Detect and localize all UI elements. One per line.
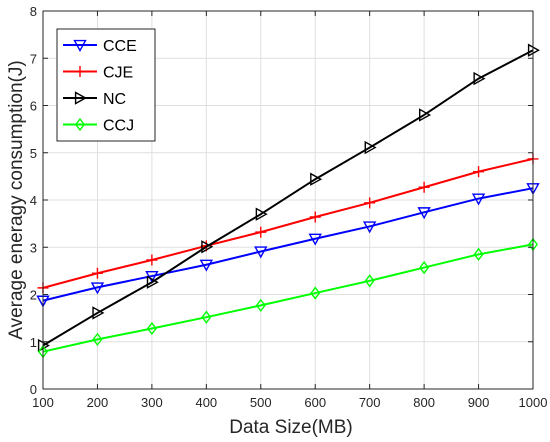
data-point [146, 254, 158, 266]
data-point [418, 181, 430, 193]
y-tick-label: 5 [30, 146, 37, 161]
x-tick-label: 300 [141, 395, 163, 410]
data-point [199, 259, 214, 272]
data-point [473, 71, 486, 86]
series-line [42, 49, 534, 347]
data-point [92, 332, 103, 347]
data-point [37, 338, 50, 353]
data-point [310, 286, 321, 300]
legend-label: CCE [103, 38, 137, 55]
data-point [364, 274, 375, 288]
legend-marker [73, 39, 87, 52]
data-point [145, 270, 159, 284]
data-point [364, 197, 376, 209]
data-point [310, 172, 323, 186]
y-tick-label: 7 [30, 51, 37, 66]
data-point [201, 240, 214, 254]
legend-marker [74, 66, 86, 77]
x-tick-label: 200 [87, 395, 109, 410]
legend-box [56, 28, 156, 142]
data-point [255, 226, 267, 238]
x-tick-label: 500 [250, 395, 272, 410]
data-point [308, 233, 322, 246]
y-tick-label: 1 [30, 335, 37, 350]
series-line [42, 157, 534, 289]
legend-marker [74, 91, 87, 105]
data-point [417, 207, 431, 220]
y-tick-label: 6 [30, 99, 37, 114]
legend-item-ccj: CCJ [63, 118, 134, 135]
y-tick-label: 3 [30, 240, 37, 255]
x-tick-label: 800 [413, 395, 435, 410]
legend-item-cce: CCE [63, 38, 137, 55]
y-tick-label: 8 [30, 4, 37, 19]
legend: CCE CJE NC CCJ [56, 28, 156, 142]
data-point [146, 321, 157, 336]
series-group [36, 43, 540, 359]
data-point [91, 267, 103, 279]
legend-label: NC [103, 91, 126, 108]
x-axis-label: Data Size(MB) [229, 417, 353, 438]
x-tick-label: 900 [468, 395, 490, 410]
data-point [201, 310, 212, 324]
data-point [419, 108, 432, 122]
x-tick-label: 600 [304, 395, 326, 410]
data-point [473, 166, 485, 178]
series-ccj [38, 237, 538, 359]
data-point [419, 260, 430, 275]
legend-item-cje: CJE [63, 65, 133, 82]
y-tick-label: 2 [30, 288, 37, 303]
x-tick-label: 400 [195, 395, 217, 410]
data-point [309, 211, 321, 223]
y-axis-label: Average eneragy consumption(J) [6, 60, 27, 340]
series-line [42, 187, 534, 302]
series-line [42, 243, 534, 353]
series-nc [37, 43, 540, 353]
data-point [254, 246, 268, 259]
legend-label: CJE [103, 65, 133, 82]
data-point [92, 306, 105, 320]
legend-label: CCJ [103, 118, 134, 135]
x-tick-label: 700 [359, 395, 381, 410]
legend-marker [75, 117, 85, 132]
data-point [527, 43, 540, 57]
x-tick-label: 1000 [519, 395, 548, 410]
data-point [364, 140, 377, 155]
data-point [473, 247, 484, 262]
data-point [255, 298, 266, 313]
data-point [362, 221, 377, 234]
data-point [146, 275, 159, 289]
axis-ticks: 100 200 300 400 500 600 700 800 900 1000 0 1 2 3 4 5 6 7 8 [30, 4, 548, 410]
x-tick-label: 100 [32, 395, 54, 410]
y-tick-label: 0 [30, 382, 37, 397]
y-tick-label: 4 [30, 193, 37, 208]
data-point [90, 282, 105, 295]
data-point [471, 193, 486, 206]
data-point [255, 207, 268, 221]
legend-item-nc: NC [63, 91, 126, 108]
